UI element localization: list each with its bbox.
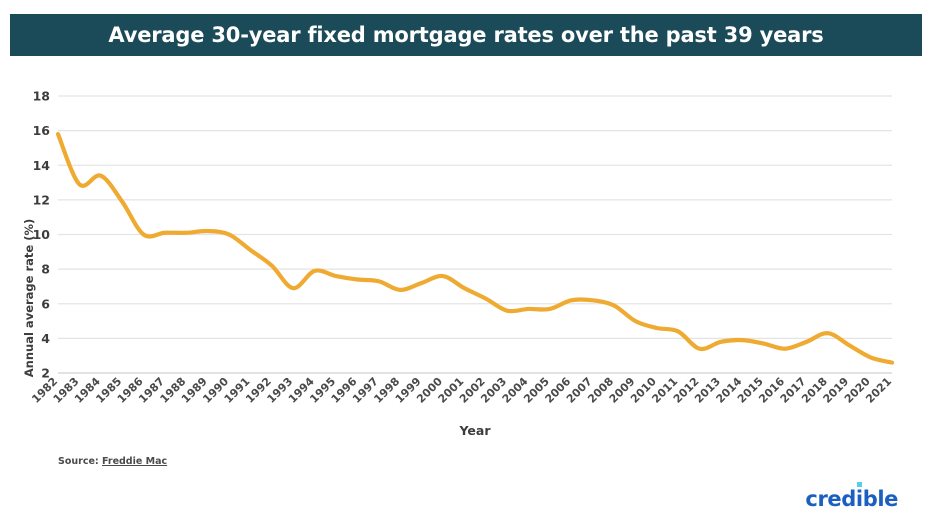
y-axis-tick-label: 2 <box>41 366 50 381</box>
logo-i-glyph: i <box>855 482 863 511</box>
y-axis-tick-label: 8 <box>41 262 50 277</box>
y-axis-tick-label: 6 <box>41 296 50 311</box>
source-prefix: Source: <box>58 456 102 467</box>
rate-series-line <box>55 131 895 365</box>
credible-logo: cred i ble <box>805 482 899 511</box>
source-note: Source: Freddie Mac <box>58 456 167 467</box>
source-link[interactable]: Freddie Mac <box>102 456 168 467</box>
logo-text-part2: ble <box>862 487 899 511</box>
y-axis-title: Annual average rate (%) <box>22 219 36 377</box>
series-path <box>55 131 895 365</box>
logo-text-part1: cred <box>805 487 856 511</box>
x-axis-tick-labels: 1982198319841985198619871988198919901991… <box>29 375 894 406</box>
chart-title-bar: Average 30-year fixed mortgage rates ove… <box>10 14 922 56</box>
y-axis-tick-label: 12 <box>33 192 50 207</box>
y-axis-tick-label: 10 <box>33 227 51 242</box>
mortgage-rate-line-chart: 2 4 6 8 10 12 14 16 18 1982198319841985198619871… <box>22 89 895 439</box>
y-axis-tick-label: 18 <box>33 89 50 104</box>
chart-container: 2 4 6 8 10 12 14 16 18 1982 1983 1984 1985 1986 1987 1… <box>0 60 932 460</box>
y-axis-tick-label: 16 <box>33 123 51 138</box>
y-axis-tick-label: 4 <box>41 331 50 346</box>
page-title: Average 30-year fixed mortgage rates ove… <box>108 23 824 47</box>
y-axis-tick-labels: 2 4 6 8 10 12 14 16 18 <box>33 89 51 381</box>
chart-gridlines <box>58 95 892 374</box>
y-axis-tick-label: 14 <box>33 158 51 173</box>
x-axis-title: Year <box>459 423 492 438</box>
